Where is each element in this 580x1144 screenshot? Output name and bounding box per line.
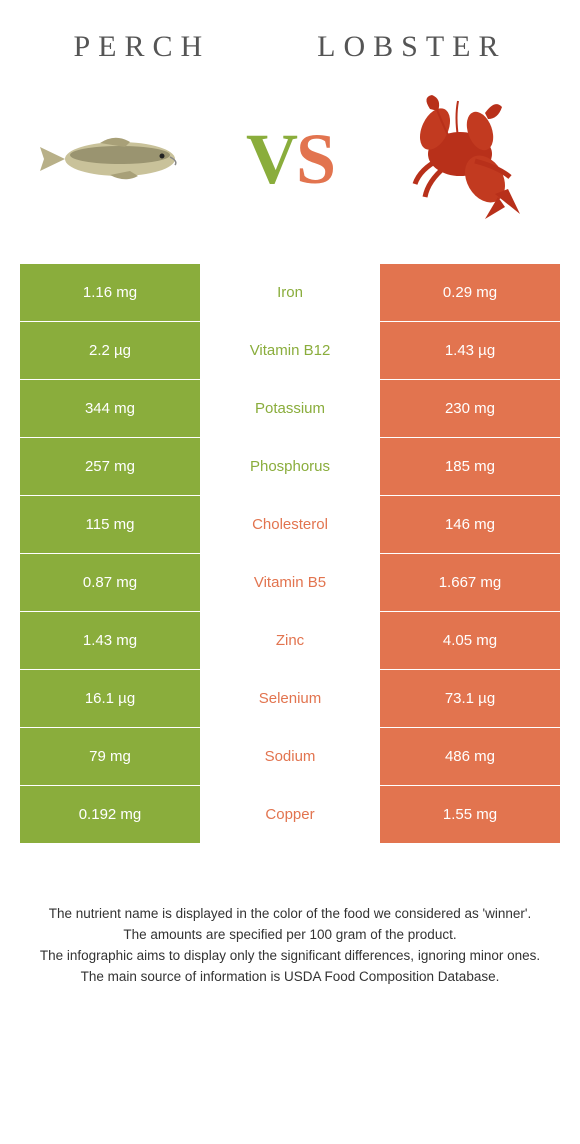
right-value: 0.29 mg	[380, 264, 560, 321]
left-value: 257 mg	[20, 438, 200, 495]
nutrient-label: Copper	[200, 786, 380, 843]
nutrient-label: Vitamin B5	[200, 554, 380, 611]
nutrient-label: Cholesterol	[200, 496, 380, 553]
right-value: 230 mg	[380, 380, 560, 437]
nutrient-label: Potassium	[200, 380, 380, 437]
right-value: 4.05 mg	[380, 612, 560, 669]
title-right: Lobster	[317, 30, 506, 64]
footer-line: The main source of information is USDA F…	[30, 967, 550, 988]
footer-notes: The nutrient name is displayed in the co…	[0, 844, 580, 1008]
right-value: 185 mg	[380, 438, 560, 495]
left-value: 1.16 mg	[20, 264, 200, 321]
vs-label: VS	[246, 118, 334, 201]
left-value: 16.1 µg	[20, 670, 200, 727]
left-value: 2.2 µg	[20, 322, 200, 379]
right-value: 146 mg	[380, 496, 560, 553]
left-value: 0.87 mg	[20, 554, 200, 611]
nutrient-label: Sodium	[200, 728, 380, 785]
vs-v: V	[246, 119, 296, 199]
header: Perch Lobster	[0, 0, 580, 74]
footer-line: The amounts are specified per 100 gram o…	[30, 925, 550, 946]
table-row: 79 mgSodium486 mg	[20, 728, 560, 786]
nutrient-label: Vitamin B12	[200, 322, 380, 379]
left-value: 1.43 mg	[20, 612, 200, 669]
table-row: 257 mgPhosphorus185 mg	[20, 438, 560, 496]
table-row: 115 mgCholesterol146 mg	[20, 496, 560, 554]
comparison-table: 1.16 mgIron0.29 mg2.2 µgVitamin B121.43 …	[20, 264, 560, 844]
footer-line: The nutrient name is displayed in the co…	[30, 904, 550, 925]
title-left: Perch	[73, 30, 210, 64]
right-value: 486 mg	[380, 728, 560, 785]
table-row: 0.192 mgCopper1.55 mg	[20, 786, 560, 844]
left-value: 0.192 mg	[20, 786, 200, 843]
perch-image	[30, 89, 200, 229]
nutrient-label: Selenium	[200, 670, 380, 727]
right-value: 1.55 mg	[380, 786, 560, 843]
nutrient-label: Iron	[200, 264, 380, 321]
table-row: 0.87 mgVitamin B51.667 mg	[20, 554, 560, 612]
table-row: 2.2 µgVitamin B121.43 µg	[20, 322, 560, 380]
nutrient-label: Phosphorus	[200, 438, 380, 495]
left-value: 115 mg	[20, 496, 200, 553]
left-value: 344 mg	[20, 380, 200, 437]
vs-s: S	[296, 119, 334, 199]
right-value: 73.1 µg	[380, 670, 560, 727]
nutrient-label: Zinc	[200, 612, 380, 669]
lobster-image	[380, 89, 550, 229]
right-value: 1.43 µg	[380, 322, 560, 379]
table-row: 1.43 mgZinc4.05 mg	[20, 612, 560, 670]
left-value: 79 mg	[20, 728, 200, 785]
table-row: 16.1 µgSelenium73.1 µg	[20, 670, 560, 728]
right-value: 1.667 mg	[380, 554, 560, 611]
footer-line: The infographic aims to display only the…	[30, 946, 550, 967]
table-row: 1.16 mgIron0.29 mg	[20, 264, 560, 322]
hero-section: VS	[0, 74, 580, 264]
table-row: 344 mgPotassium230 mg	[20, 380, 560, 438]
